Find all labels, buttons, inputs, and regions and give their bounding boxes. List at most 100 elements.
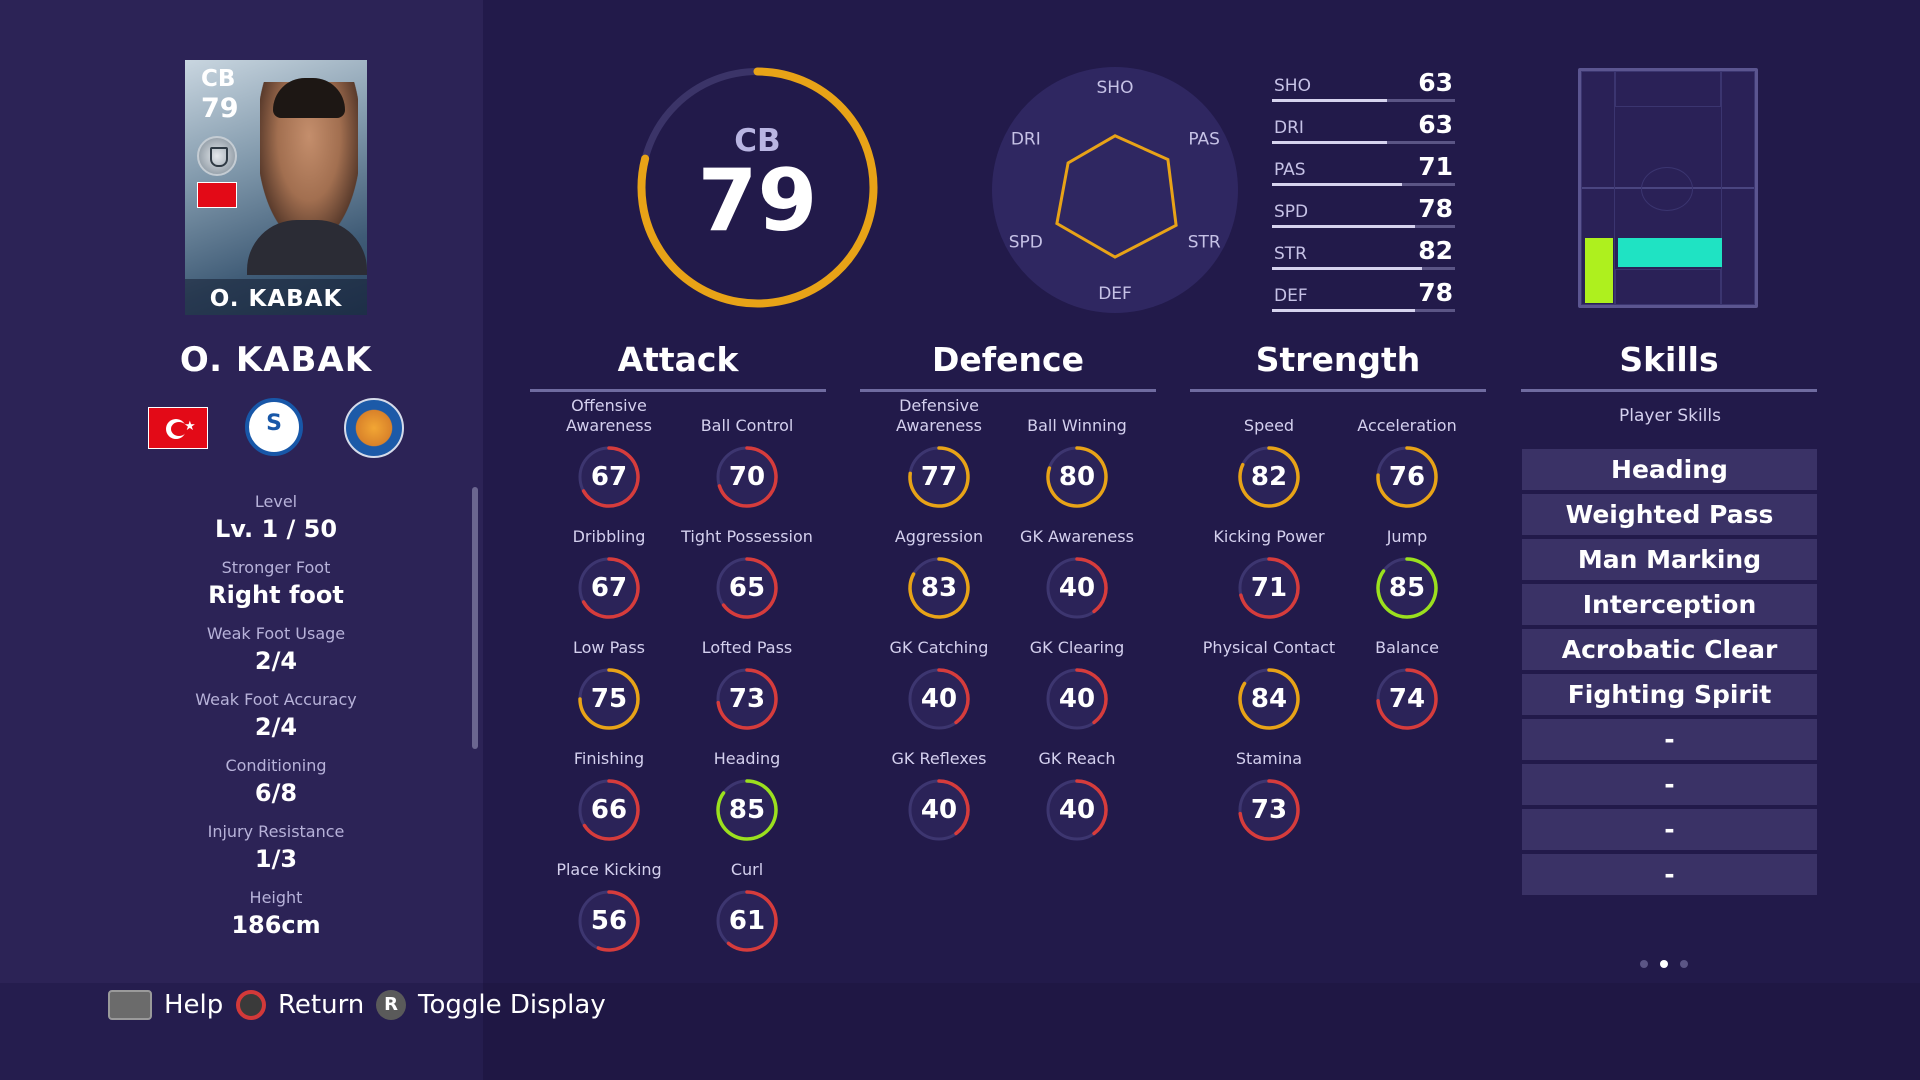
- summary-stat-value: 78: [1418, 278, 1453, 307]
- skill-item[interactable]: Weighted Pass: [1522, 494, 1817, 535]
- info-scrollbar[interactable]: [472, 487, 478, 749]
- summary-stat-label: STR: [1274, 244, 1307, 264]
- stat-ring: 65: [714, 555, 780, 621]
- overall-position: CB: [734, 123, 781, 159]
- info-item: Height 186cm: [0, 888, 552, 939]
- return-prompt[interactable]: Return: [236, 988, 364, 1022]
- stat-ring-graphic: [716, 557, 778, 619]
- stat-ring-fill: [937, 779, 970, 836]
- summary-stat-label: DRI: [1274, 118, 1304, 138]
- stat-ring-fill: [582, 779, 640, 841]
- position-secondary-zone: [1585, 238, 1613, 303]
- touchpad-button-icon: [108, 990, 152, 1020]
- page-dot-2[interactable]: [1660, 960, 1668, 968]
- stat-name: Ball Control: [700, 416, 794, 435]
- skill-item[interactable]: Fighting Spirit: [1522, 674, 1817, 715]
- summary-stat-fill: [1272, 309, 1415, 312]
- summary-stat-spd: SPD 78: [1272, 194, 1455, 228]
- pitch-right-lane: [1721, 71, 1755, 305]
- info-item: Injury Resistance 1/3: [0, 822, 552, 873]
- stat-ring: 76: [1374, 444, 1440, 510]
- stat-name: Balance: [1375, 638, 1439, 657]
- stat-value: 67: [590, 573, 628, 603]
- stat-ring: 83: [906, 555, 972, 621]
- help-prompt[interactable]: Help: [108, 988, 223, 1022]
- position-cb-zone: [1618, 238, 1722, 267]
- attack-stat: Finishing 66: [539, 727, 679, 843]
- radar-background: [992, 67, 1238, 313]
- summary-stat-fill: [1272, 267, 1422, 270]
- stat-ring-graphic: [1376, 446, 1438, 508]
- stat-name: Curl: [730, 860, 764, 879]
- card-name: O. KABAK: [209, 286, 343, 312]
- stat-ring-fill: [1238, 668, 1300, 730]
- summary-stat-value: 78: [1418, 194, 1453, 223]
- stat-ring: 74: [1374, 666, 1440, 732]
- card-type-icon: [197, 136, 237, 176]
- stat-ring-graphic: [1238, 557, 1300, 619]
- player-name: O. KABAK: [179, 340, 373, 380]
- stat-ring-fill: [937, 668, 970, 725]
- skill-item[interactable]: Heading: [1522, 449, 1817, 490]
- skill-item[interactable]: -: [1522, 809, 1817, 850]
- page-dot-3[interactable]: [1680, 960, 1688, 968]
- defence-stat: GK Catching 40: [869, 616, 1009, 732]
- stat-name: Stamina: [1235, 749, 1303, 768]
- overall-rating-ring: [637, 67, 878, 308]
- toggle-display-prompt[interactable]: R Toggle Display: [376, 988, 606, 1022]
- skill-item[interactable]: Acrobatic Clear: [1522, 629, 1817, 670]
- stat-ring: 56: [576, 888, 642, 954]
- circle-button-icon: [236, 990, 266, 1020]
- ability-radar-chart: SHO PAS STR DEF SPD DRI: [992, 67, 1238, 313]
- stat-ring-graphic: [1046, 446, 1108, 508]
- stat-ring-graphic: [1046, 557, 1108, 619]
- stat-ring: 66: [576, 777, 642, 843]
- attack-stat: Offensive Awareness 67: [539, 394, 679, 510]
- strength-stat: Stamina 73: [1199, 727, 1339, 843]
- pitch-left-lane: [1581, 71, 1615, 305]
- skill-item[interactable]: Man Marking: [1522, 539, 1817, 580]
- info-value: 6/8: [254, 779, 298, 807]
- help-label: Help: [164, 990, 224, 1020]
- stat-value: 40: [1058, 795, 1096, 825]
- stat-ring-fill: [1239, 557, 1300, 619]
- card-position: CB: [201, 66, 236, 92]
- page-dot-1[interactable]: [1640, 960, 1648, 968]
- stat-ring-graphic: [716, 779, 778, 841]
- card-rating: 79: [201, 93, 239, 124]
- stat-ring-graphic: [716, 446, 778, 508]
- stat-name: GK Reflexes: [891, 749, 987, 768]
- info-value: 186cm: [231, 911, 321, 939]
- stat-value: 84: [1250, 684, 1288, 714]
- summary-stat-def: DEF 78: [1272, 278, 1455, 312]
- stat-ring-fill: [908, 557, 970, 619]
- stat-ring-fill: [581, 446, 640, 508]
- stat-ring-graphic: [1376, 668, 1438, 730]
- skills-subtitle: Player Skills: [1619, 406, 1721, 426]
- strength-stat: Jump 85: [1337, 505, 1477, 621]
- info-item: Level Lv. 1 / 50: [0, 492, 552, 543]
- return-label: Return: [278, 990, 365, 1020]
- skill-item[interactable]: -: [1522, 764, 1817, 805]
- attack-stat: Ball Control 70: [677, 394, 817, 510]
- stat-value: 70: [728, 462, 766, 492]
- stat-value: 65: [728, 573, 766, 603]
- info-label: Weak Foot Usage: [206, 624, 346, 643]
- stat-ring-fill: [908, 446, 970, 508]
- skill-item[interactable]: -: [1522, 719, 1817, 760]
- skill-item[interactable]: -: [1522, 854, 1817, 895]
- stat-ring: 40: [1044, 555, 1110, 621]
- radar-label-sho: SHO: [1097, 78, 1134, 98]
- stat-ring-graphic: [1046, 779, 1108, 841]
- attack-stat: Dribbling 67: [539, 505, 679, 621]
- position-pitch-map: [1578, 68, 1758, 308]
- strength-stat: Acceleration 76: [1337, 394, 1477, 510]
- stat-ring: 40: [906, 777, 972, 843]
- stat-ring: 67: [576, 555, 642, 621]
- skill-item[interactable]: Interception: [1522, 584, 1817, 625]
- stat-value: 85: [728, 795, 766, 825]
- info-value: 1/3: [254, 845, 298, 873]
- radar-label-spd: SPD: [1009, 233, 1043, 253]
- stat-value: 75: [590, 684, 628, 714]
- stat-ring: 73: [714, 666, 780, 732]
